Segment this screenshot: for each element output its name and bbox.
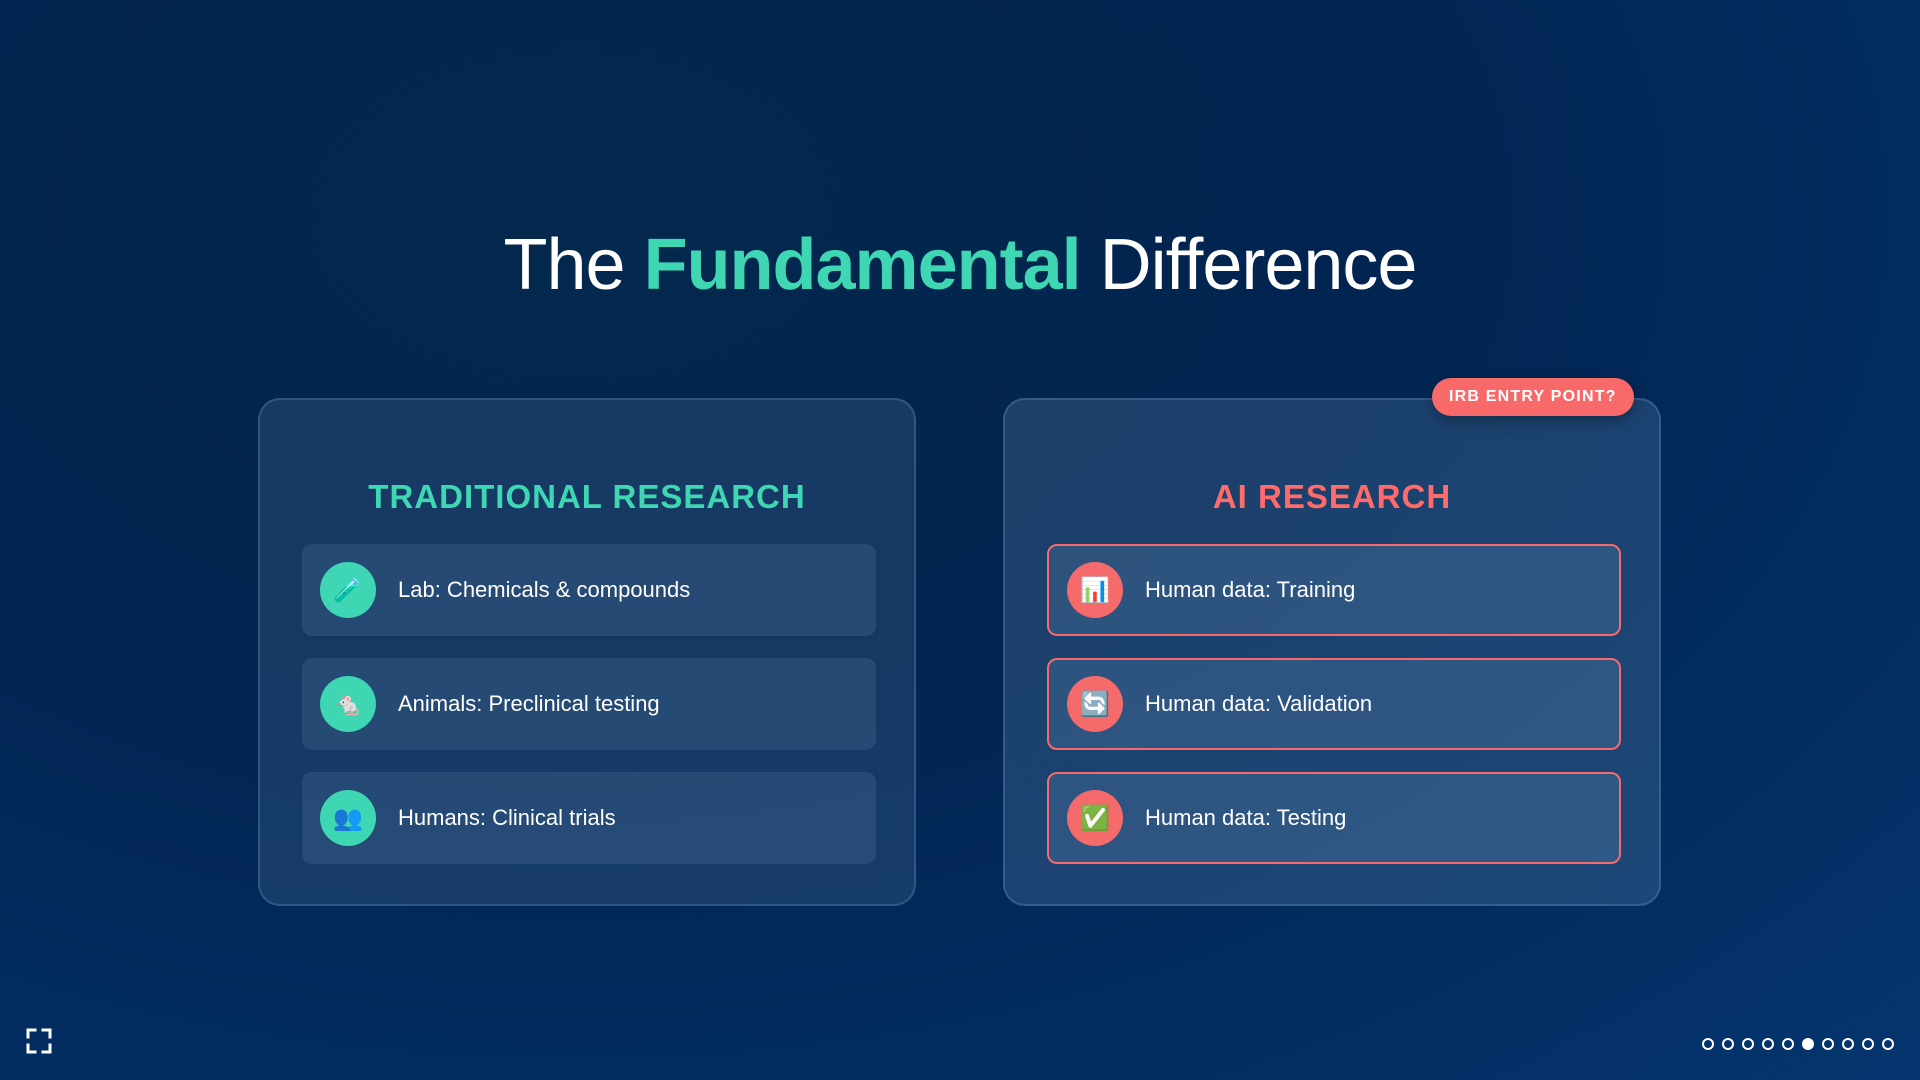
rat-icon: 🐁 [320, 676, 376, 732]
list-item-training: 📊 Human data: Training [1047, 544, 1621, 636]
check-icon: ✅ [1067, 790, 1123, 846]
title-accent: Fundamental [643, 225, 1082, 305]
fullscreen-button[interactable] [26, 1028, 52, 1054]
item-label: Animals: Preclinical testing [398, 691, 660, 716]
slide-dot-4[interactable] [1762, 1038, 1774, 1050]
item-label: Human data: Training [1145, 577, 1356, 602]
ai-research-heading: AI RESEARCH [1212, 478, 1452, 515]
list-item-testing: ✅ Human data: Testing [1047, 772, 1621, 864]
slide-dot-1[interactable] [1702, 1038, 1714, 1050]
list-item-lab: 🧪 Lab: Chemicals & compounds [302, 544, 876, 636]
test-tube-icon: 🧪 [320, 562, 376, 618]
item-label: Humans: Clinical trials [398, 805, 616, 830]
slide-dot-8[interactable] [1842, 1038, 1854, 1050]
slide-dot-3[interactable] [1742, 1038, 1754, 1050]
slide-navigation-dots [1702, 1038, 1894, 1050]
item-label: Human data: Validation [1145, 691, 1373, 716]
slide-dot-2[interactable] [1722, 1038, 1734, 1050]
traditional-research-card: TRADITIONAL RESEARCH 🧪 Lab: Chemicals & … [258, 398, 916, 906]
refresh-icon: 🔄 [1067, 676, 1123, 732]
title-part-2: Difference [1080, 225, 1418, 305]
irb-entry-badge: IRB ENTRY POINT? [1432, 378, 1634, 416]
list-item-validation: 🔄 Human data: Validation [1047, 658, 1621, 750]
slide-title: The Fundamental Difference [0, 220, 1920, 310]
ai-research-card: AI RESEARCH 📊 Human data: Training 🔄 Hum… [1003, 398, 1661, 906]
bar-chart-icon: 📊 [1067, 562, 1123, 618]
item-label: Lab: Chemicals & compounds [398, 577, 691, 602]
traditional-research-heading: TRADITIONAL RESEARCH [368, 478, 806, 515]
slide-dot-7[interactable] [1822, 1038, 1834, 1050]
item-label: Human data: Testing [1145, 805, 1347, 830]
slide-dot-5[interactable] [1782, 1038, 1794, 1050]
slide-dot-10[interactable] [1882, 1038, 1894, 1050]
people-icon: 👥 [320, 790, 376, 846]
title-part-1: The [503, 225, 644, 305]
fullscreen-icon [26, 1028, 52, 1054]
list-item-animals: 🐁 Animals: Preclinical testing [302, 658, 876, 750]
list-item-humans: 👥 Humans: Clinical trials [302, 772, 876, 864]
slide-dot-6[interactable] [1802, 1038, 1814, 1050]
slide-dot-9[interactable] [1862, 1038, 1874, 1050]
